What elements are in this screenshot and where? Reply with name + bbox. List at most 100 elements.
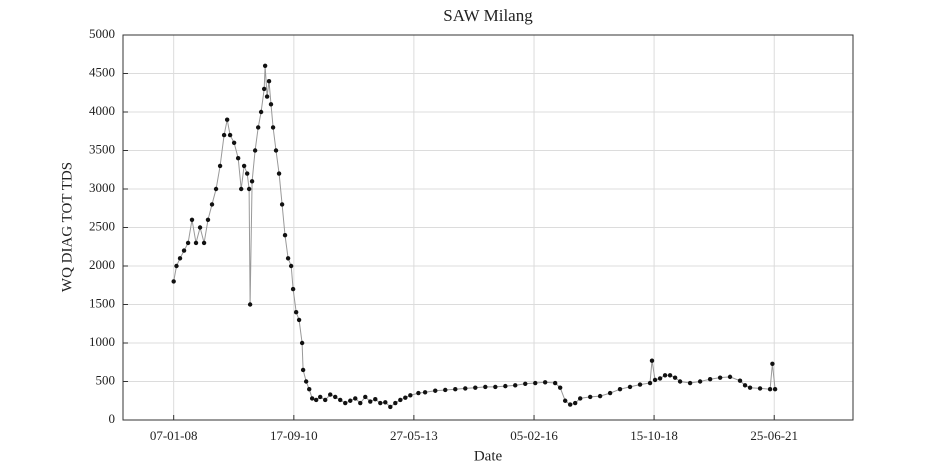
y-tick-label: 1500: [89, 295, 115, 310]
data-point: [303, 379, 309, 384]
data-point: [552, 380, 558, 386]
data-point: [181, 248, 187, 253]
data-point: [767, 387, 773, 392]
data-point: [348, 398, 353, 403]
data-point: [627, 384, 633, 390]
y-tick-label: 3500: [89, 141, 115, 156]
data-point: [772, 387, 778, 392]
data-point: [262, 63, 268, 68]
y-tick-label: 0: [109, 411, 116, 426]
data-point: [293, 310, 299, 315]
data-point: [433, 388, 438, 393]
data-point: [224, 117, 230, 122]
data-point: [607, 390, 613, 396]
y-tick-label: 3000: [89, 180, 115, 195]
data-point: [707, 376, 713, 382]
data-point: [313, 397, 319, 403]
data-point: [373, 397, 378, 402]
data-point: [637, 382, 643, 387]
data-point: [231, 140, 237, 145]
data-point: [213, 186, 219, 192]
data-point: [276, 171, 282, 176]
data-point: [687, 380, 693, 386]
data-point: [177, 256, 183, 261]
data-point: [261, 86, 267, 92]
data-point: [205, 217, 211, 222]
data-point: [416, 390, 421, 396]
data-point: [757, 386, 763, 391]
x-tick-label: 25-06-21: [750, 428, 798, 443]
data-point: [523, 381, 528, 387]
data-point: [453, 387, 458, 392]
data-point: [717, 375, 723, 380]
y-tick-label: 5000: [89, 26, 115, 41]
data-point: [652, 377, 658, 383]
data-point: [282, 233, 288, 238]
data-point: [697, 379, 703, 384]
data-point: [197, 225, 203, 230]
data-point: [493, 384, 498, 390]
data-point: [343, 400, 348, 406]
x-tick-label: 07-01-08: [150, 428, 198, 443]
data-point: [562, 398, 568, 403]
data-point: [227, 132, 233, 138]
y-axis-label: WQ DIAG TOT TDS: [59, 162, 75, 292]
data-point: [483, 384, 488, 390]
data-point: [657, 376, 663, 381]
data-point: [307, 387, 312, 392]
data-point: [328, 392, 333, 397]
data-point: [662, 373, 668, 378]
data-point: [264, 94, 270, 99]
data-point: [174, 263, 179, 269]
data-point: [473, 385, 478, 390]
data-point: [533, 380, 538, 386]
data-point: [244, 171, 250, 176]
y-tick-label: 4500: [89, 64, 115, 79]
data-point: [252, 148, 258, 153]
data-point: [358, 400, 363, 406]
data-point: [285, 256, 291, 261]
data-point: [333, 394, 338, 400]
data-point: [597, 393, 603, 399]
data-point: [209, 202, 215, 207]
y-tick-label: 2000: [89, 257, 115, 272]
data-point: [353, 396, 358, 401]
data-point: [443, 387, 448, 393]
data-point: [463, 386, 468, 391]
data-point: [378, 400, 383, 406]
data-point: [588, 394, 593, 400]
plot-frame: [122, 34, 854, 421]
data-point: [246, 186, 252, 192]
data-point: [408, 393, 413, 398]
data-point: [503, 383, 508, 389]
data-point: [189, 217, 195, 222]
y-tick-label: 500: [96, 372, 116, 387]
data-point: [309, 396, 315, 401]
chart-title: SAW Milang: [443, 6, 533, 25]
data-point: [393, 400, 398, 406]
data-point: [235, 156, 241, 161]
data-point: [677, 379, 683, 384]
data-point: [171, 279, 176, 284]
x-tick-label: 05-02-16: [510, 428, 558, 443]
data-point: [672, 375, 678, 380]
data-point: [747, 385, 753, 390]
data-point: [398, 397, 403, 403]
data-point: [193, 240, 199, 246]
y-tick-label: 4000: [89, 103, 115, 118]
data-point: [338, 397, 343, 403]
data-point: [249, 179, 255, 184]
data-point: [241, 163, 247, 169]
data-point: [221, 132, 227, 138]
data-point: [649, 358, 655, 363]
data-point: [403, 395, 408, 400]
data-point: [217, 163, 223, 169]
data-point: [363, 394, 368, 400]
data-point: [268, 102, 274, 107]
data-point: [667, 373, 673, 378]
data-point: [727, 374, 733, 380]
data-point: [567, 402, 573, 407]
data-point: [617, 387, 623, 392]
data-point: [737, 378, 743, 383]
